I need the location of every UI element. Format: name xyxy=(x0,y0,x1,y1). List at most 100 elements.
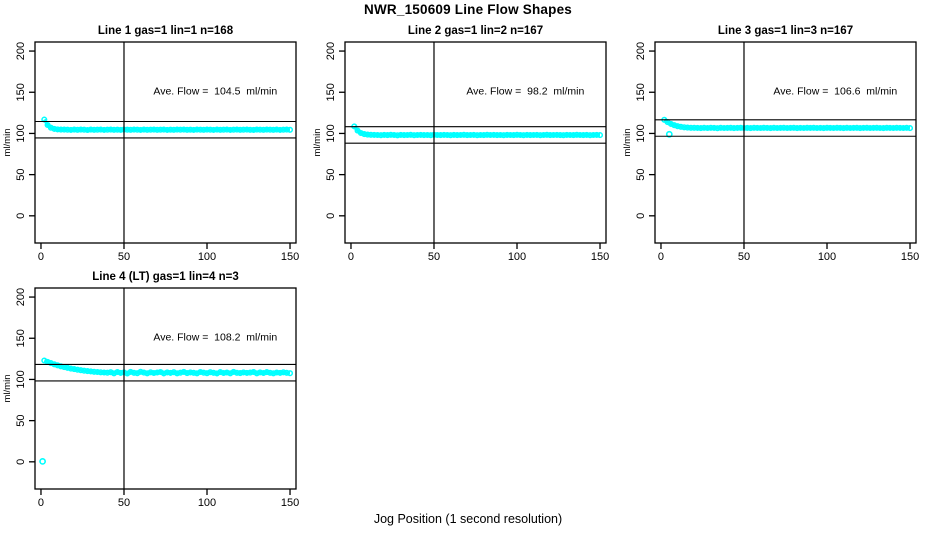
data-point xyxy=(233,126,240,133)
data-point xyxy=(830,124,837,132)
data-point xyxy=(853,124,860,131)
data-point xyxy=(523,131,531,138)
data-point xyxy=(500,132,507,139)
panel-line-2: Line 2 gas=1 lin=2 n=167 0 50 100 150 0 50 100 1… xyxy=(312,25,609,263)
data-point xyxy=(97,369,104,376)
y-tick-label: 200 xyxy=(15,288,27,306)
data-point xyxy=(784,124,791,132)
y-tick-label: 200 xyxy=(15,42,27,60)
data-point xyxy=(227,126,234,133)
data-point xyxy=(804,124,811,131)
data-point xyxy=(833,124,841,131)
data-point xyxy=(477,131,484,139)
data-point xyxy=(253,126,260,133)
data-point xyxy=(187,126,194,133)
data-point xyxy=(220,369,227,377)
data-point xyxy=(187,369,194,376)
data-point xyxy=(84,126,91,134)
data-point xyxy=(850,124,857,131)
ave-flow-annotation: Ave. Flow = 108.2 ml/min xyxy=(153,332,277,344)
data-point xyxy=(507,131,514,139)
data-point xyxy=(71,366,78,373)
data-point xyxy=(527,132,534,139)
x-tick-label: 0 xyxy=(658,251,664,263)
data-point xyxy=(727,124,734,131)
data-point xyxy=(84,368,91,375)
data-point xyxy=(104,369,111,376)
data-point xyxy=(127,126,134,133)
data-point xyxy=(474,132,481,139)
data-point xyxy=(253,370,260,377)
x-tick-label: 150 xyxy=(591,251,609,263)
data-point xyxy=(140,369,147,376)
data-point xyxy=(567,131,574,139)
data-point xyxy=(420,132,428,139)
y-tick-label: 200 xyxy=(325,42,337,60)
data-point xyxy=(81,367,88,374)
data-point xyxy=(110,126,118,133)
data-point xyxy=(61,126,68,133)
y-tick-label: 0 xyxy=(635,213,647,219)
data-point xyxy=(97,126,104,133)
outlier-point xyxy=(665,130,673,138)
data-point xyxy=(800,124,807,132)
data-point xyxy=(460,131,467,138)
data-point xyxy=(104,126,111,133)
data-point xyxy=(357,129,364,137)
panel-line-4-lt: Line 4 (LT) gas=1 lin=4 n=3 0 50 100 150 0 50 1… xyxy=(2,271,299,509)
data-point xyxy=(74,126,81,133)
data-point xyxy=(414,131,421,139)
data-point xyxy=(520,132,527,139)
data-point xyxy=(190,369,197,376)
outlier-point xyxy=(39,457,46,465)
data-point xyxy=(787,124,794,131)
data-point xyxy=(447,132,454,139)
data-point xyxy=(160,126,167,133)
data-point xyxy=(57,126,64,133)
data-point xyxy=(737,124,744,131)
data-point xyxy=(167,126,174,133)
data-point xyxy=(404,131,411,139)
data-point xyxy=(757,124,764,132)
data-point xyxy=(543,131,550,138)
data-point xyxy=(470,131,477,138)
data-point xyxy=(217,126,224,133)
x-tick-label: 100 xyxy=(198,251,216,263)
data-point xyxy=(397,131,404,138)
data-point xyxy=(367,131,374,138)
data-point xyxy=(184,126,191,133)
data-point xyxy=(124,126,131,133)
data-point xyxy=(54,362,61,369)
data-point xyxy=(193,126,201,133)
data-point xyxy=(247,369,254,376)
data-point xyxy=(77,126,84,133)
panel-title: Line 3 gas=1 lin=3 n=167 xyxy=(718,25,853,37)
data-point xyxy=(570,132,577,139)
data-point xyxy=(880,125,887,132)
data-point xyxy=(750,124,758,131)
data-point xyxy=(747,125,754,132)
data-point xyxy=(207,369,214,376)
data-point xyxy=(243,369,250,376)
data-point xyxy=(377,132,384,139)
data-point xyxy=(190,126,197,133)
data-point xyxy=(817,124,824,131)
y-tick-label: 150 xyxy=(15,83,27,101)
data-point xyxy=(177,126,184,133)
data-point xyxy=(867,124,874,132)
data-point xyxy=(220,126,227,133)
data-point xyxy=(203,126,211,133)
data-point xyxy=(394,132,401,139)
data-point xyxy=(537,132,544,139)
data-point xyxy=(257,126,264,133)
x-tick-label: 0 xyxy=(38,251,44,263)
data-point xyxy=(510,132,517,139)
data-point xyxy=(837,124,844,131)
data-point xyxy=(794,125,801,132)
data-point xyxy=(593,131,600,138)
data-series xyxy=(43,359,291,376)
data-point xyxy=(140,126,147,133)
data-point xyxy=(691,124,698,131)
data-point xyxy=(754,124,761,131)
data-point xyxy=(130,369,138,376)
